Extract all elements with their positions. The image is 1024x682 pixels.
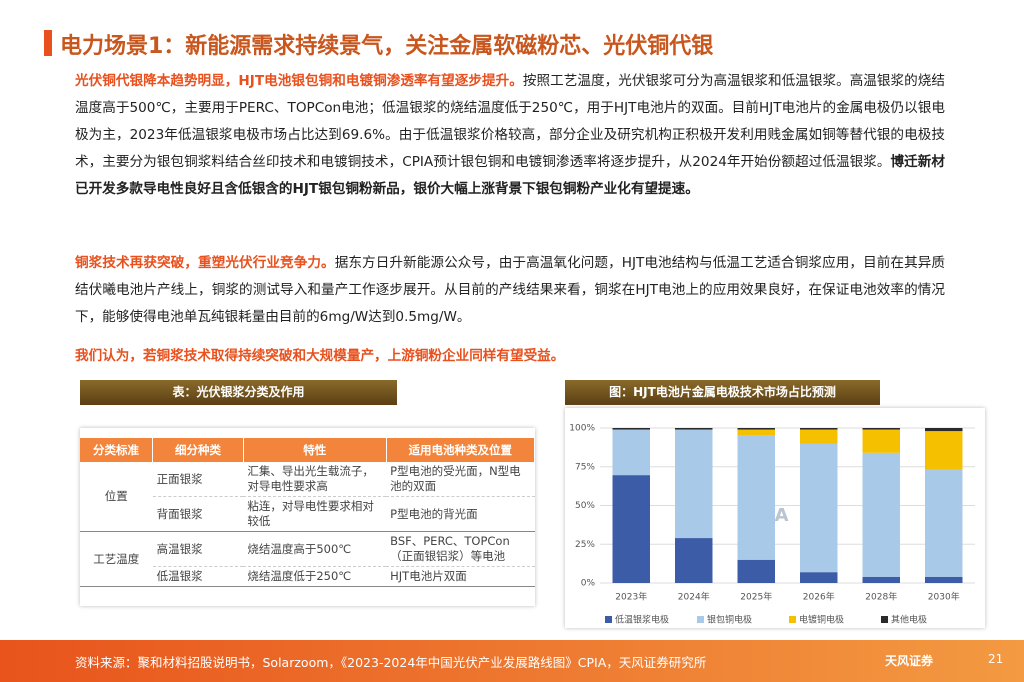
bar-segment	[612, 428, 650, 430]
cell: 正面银浆	[152, 462, 244, 497]
y-tick-label: 100%	[569, 424, 595, 434]
bar-segment	[612, 429, 650, 476]
x-tick-label: 2025年	[740, 591, 772, 603]
legend-swatch	[789, 616, 796, 623]
cell: BSF、PERC、TOPCon（正面银铝浆）等电池	[386, 531, 535, 567]
table-row: 背面银浆 粘连，对导电性要求相对较低 P型电池的背光面	[80, 496, 535, 532]
table-box: 分类标准 细分种类 特性 适用电池种类及位置 位置 正面银浆 汇集、导出光生载流子，对导电性…	[80, 428, 536, 606]
chart-caption: 图：HJT电池片金属电极技术市场占比预测	[565, 380, 880, 405]
legend-swatch	[605, 616, 612, 623]
bar-segment	[925, 576, 963, 583]
y-tick-label: 75%	[575, 462, 595, 472]
bar-segment	[675, 428, 713, 430]
legend-label: 低温银浆电极	[615, 614, 669, 626]
footer	[0, 640, 1024, 682]
legend-label: 电镀铜电极	[799, 614, 844, 626]
bar-segment	[800, 443, 838, 573]
y-tick-label: 25%	[575, 540, 595, 550]
table-row: 工艺温度 高温银浆 烧结温度高于500℃ BSF、PERC、TOPCon（正面银铝浆）…	[80, 531, 535, 587]
header-row: 分类标准 细分种类 特性 适用电池种类及位置	[80, 438, 536, 462]
paragraph: 光伏铜代银降本趋势明显，HJT电池银包铜和电镀铜渗透率有望逐步提升。按照工艺温度…	[75, 68, 945, 203]
source: 资料来源：聚和材料招股说明书，Solarzoom，《2023-2024年中国光伏…	[75, 655, 707, 670]
bar-segment	[737, 428, 775, 430]
cell: 汇集、导出光生载流子，对导电性要求高	[243, 462, 387, 497]
text: 按照工艺温度，光伏银浆可分为高温银浆和低温银浆。高温银浆的烧结温度高于500℃，…	[75, 73, 945, 170]
text: 据东方日升新能源公众号，由于高温氧化问题，HJT电池结构与低温工艺适合铜浆应用，…	[75, 255, 946, 325]
slide-title: 电力场景1：新能源需求持续景气，关注金属软磁粉芯、光伏铜代银	[60, 34, 714, 59]
group-cell: 位置	[80, 462, 153, 532]
highlight: 铜浆技术再获突破，重塑光伏行业竞争力。	[75, 255, 335, 271]
bar-segment	[862, 576, 900, 583]
legend-swatch	[697, 616, 704, 623]
highlight: 光伏铜代银降本趋势明显，HJT电池银包铜和电镀铜渗透率有望逐步提升。	[75, 73, 523, 89]
bar-segment	[800, 429, 838, 444]
logo: 天风证券	[885, 654, 934, 668]
bar-segment	[862, 429, 900, 453]
table-row: 低温银浆 烧结温度低于250℃ HJT电池片双面	[80, 566, 535, 587]
header-cell: 特性	[243, 438, 387, 462]
bar-segment	[737, 559, 775, 583]
bar-segment	[925, 431, 963, 470]
header-cell: 适用电池种类及位置	[386, 438, 536, 462]
legend-label: 其他电极	[891, 614, 927, 626]
header-cell: 细分种类	[152, 438, 244, 462]
table-row: 位置 正面银浆 汇集、导出光生载流子，对导电性要求高 P型电池的受光面，N型电池的双面	[80, 462, 535, 532]
page-number: 21	[988, 652, 1004, 666]
chart: 0%25%50%75%100%CPIA2023年2024年2025年2026年2…	[569, 424, 975, 626]
x-tick-label: 2023年	[615, 591, 647, 603]
legend-label: 银包铜电极	[707, 614, 752, 626]
bar-segment	[800, 572, 838, 583]
bar-segment	[800, 428, 838, 430]
header-cell: 分类标准	[80, 438, 154, 462]
y-tick-label: 0%	[581, 579, 596, 589]
x-tick-label: 2030年	[928, 591, 960, 603]
bar-segment	[925, 428, 963, 432]
table: 分类标准 细分种类 特性 适用电池种类及位置 位置 正面银浆 汇集、导出光生载流子，对导电性…	[80, 438, 536, 587]
bar-segment	[862, 428, 900, 430]
y-tick-label: 50%	[575, 501, 595, 511]
title-bar	[44, 30, 52, 56]
bar-segment	[612, 475, 650, 583]
bar-segment	[675, 429, 713, 539]
bar-segment	[675, 538, 713, 583]
cell: P型电池的受光面，N型电池的双面	[386, 462, 535, 497]
bar-segment	[737, 429, 775, 436]
bar-segment	[862, 452, 900, 577]
cell: P型电池的背光面	[386, 496, 535, 532]
paragraph: 铜浆技术再获突破，重塑光伏行业竞争力。据东方日升新能源公众号，由于高温氧化问题，…	[75, 250, 945, 331]
legend-swatch	[881, 616, 888, 623]
cell: 高温银浆	[152, 531, 244, 567]
cell: 低温银浆	[152, 566, 244, 587]
cell: 粘连，对导电性要求相对较低	[243, 496, 387, 532]
paragraph: 我们认为，若铜浆技术取得持续突破和大规模量产，上游铜粉企业同样有望受益。	[75, 343, 945, 370]
x-tick-label: 2028年	[865, 591, 897, 603]
x-tick-label: 2026年	[803, 591, 835, 603]
group-cell: 工艺温度	[80, 531, 153, 587]
highlight: 我们认为，若铜浆技术取得持续突破和大规模量产，上游铜粉企业同样有望受益。	[75, 348, 565, 364]
cell: 烧结温度高于500℃	[243, 531, 387, 567]
cell: HJT电池片双面	[386, 566, 535, 587]
x-tick-label: 2024年	[678, 591, 710, 603]
bar-segment	[737, 435, 775, 560]
bold-text: 博迁新材已开发多款导电性良好且含低银含的HJT银包铜粉新品，银价大幅上涨背景下银…	[75, 154, 946, 197]
table-caption: 表：光伏银浆分类及作用	[80, 380, 397, 405]
chart-box: 0%25%50%75%100%CPIA2023年2024年2025年2026年2…	[565, 408, 985, 628]
cell: 背面银浆	[152, 496, 244, 532]
cell: 烧结温度低于250℃	[243, 566, 387, 587]
bar-segment	[925, 469, 963, 577]
